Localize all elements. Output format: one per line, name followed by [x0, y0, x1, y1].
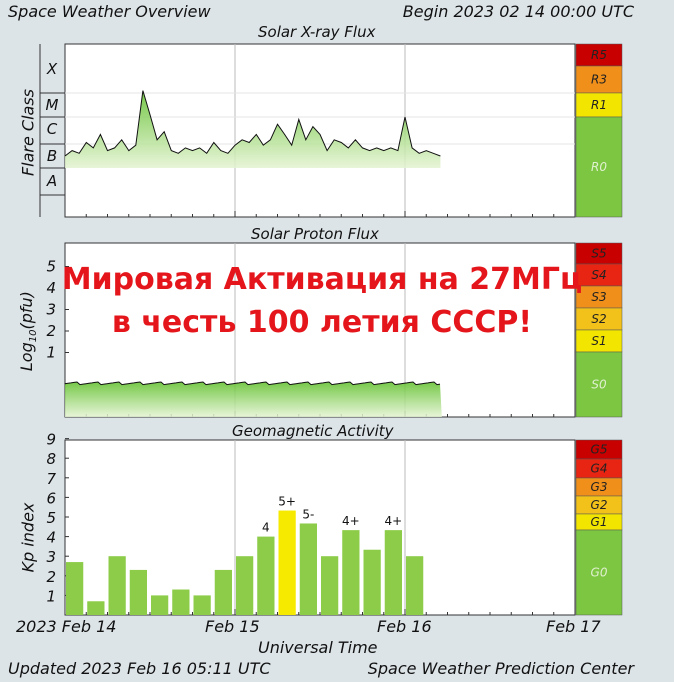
xray-scale-label-r0: R0 [591, 160, 607, 174]
overlay-line-2: в честь 100 летия СССР! [111, 305, 533, 340]
proton-scale-s0 [575, 351, 623, 418]
proton-y-tick-5: 5 [46, 258, 56, 276]
updated-time: Updated 2023 Feb 16 05:11 UTC [8, 659, 271, 678]
kp-bar-label-9: 4 [262, 521, 270, 535]
xray-y-tick-x: X [46, 60, 58, 78]
kp-y-tick-7: 7 [46, 470, 56, 488]
proton-flux-line [64, 381, 441, 386]
kp-y-tick-8: 8 [46, 450, 56, 468]
kp-bar-6 [193, 595, 211, 615]
xray-panel-title: Solar X-ray Flux [258, 23, 376, 41]
xray-scale-label-r3: R3 [591, 73, 607, 87]
kp-bar-4 [151, 595, 169, 615]
geomag-panel-title: Geomagnetic Activity [232, 422, 394, 440]
kp-bar-label-13: 4+ [342, 514, 360, 528]
proton-scale-label-s3: S3 [591, 290, 606, 304]
kp-bar-label-10: 5+ [278, 495, 296, 509]
proton-scale-label-s2: S2 [591, 312, 606, 326]
kp-bar-label-11: 5- [302, 507, 314, 521]
kp-scale-label-g4: G4 [591, 462, 608, 476]
begin-time: Begin 2023 02 14 00:00 UTC [402, 2, 634, 21]
kp-scale-label-g3: G3 [591, 480, 608, 494]
kp-panel [64, 439, 576, 616]
kp-bar-7 [214, 569, 232, 615]
kp-bar-1 [87, 601, 105, 615]
kp-y-tick-4: 4 [46, 529, 56, 547]
kp-bar-9 [257, 536, 275, 615]
x-axis-title: Universal Time [258, 638, 378, 657]
kp-bar-5 [172, 589, 190, 615]
xray-flux-line [64, 90, 441, 157]
proton-scale-label-s4: S4 [591, 268, 606, 282]
date-tick-feb15: Feb 15 [205, 617, 260, 636]
kp-bar-12 [321, 556, 339, 615]
xray-scale-r0 [575, 116, 623, 218]
kp-y-tick-2: 2 [46, 568, 56, 586]
kp-scale-label-g5: G5 [591, 443, 608, 457]
kp-scale-g0 [575, 529, 623, 616]
kp-y-tick-6: 6 [46, 489, 56, 507]
xray-scale-label-r5: R5 [591, 48, 607, 62]
proton-flux-area [65, 382, 442, 417]
kp-y-tick-3: 3 [46, 548, 56, 566]
date-tick-feb16: Feb 16 [377, 617, 432, 636]
proton-y-tick-4: 4 [46, 279, 56, 297]
date-tick-feb14: 2023 Feb 14 [16, 617, 117, 636]
swpc-credit: Space Weather Prediction Center [367, 659, 634, 678]
proton-scale-label-s5: S5 [591, 247, 606, 261]
kp-scale-label-g0: G0 [591, 566, 608, 580]
kp-bar-10 [278, 510, 296, 615]
xray-scale-r3 [575, 65, 623, 94]
proton-y-tick-3: 3 [46, 301, 56, 319]
kp-y-tick-9: 9 [46, 431, 56, 449]
kp-bar-2 [108, 556, 126, 615]
proton-scale-label-s0: S0 [591, 378, 607, 392]
kp-bar-14 [363, 549, 381, 615]
proton-y-tick-1: 1 [46, 344, 56, 362]
kp-scale-label-g1: G1 [591, 515, 608, 529]
xray-y-tick-a: A [46, 172, 57, 190]
kp-bar-label-15: 4+ [385, 514, 403, 528]
kp-bar-8 [236, 556, 254, 615]
kp-bar-15 [384, 530, 402, 615]
kp-bar-3 [129, 569, 147, 615]
kp-y-tick-1: 1 [46, 587, 56, 605]
xray-y-tick-c: C [47, 120, 58, 138]
kp-bar-0 [66, 562, 84, 615]
xray-scale-label-r1: R1 [591, 98, 607, 112]
kp-bar-16 [406, 556, 424, 615]
xray-flux-area [65, 90, 441, 168]
xray-y-tick-m: M [46, 96, 59, 114]
overview-title: Space Weather Overview [8, 2, 211, 21]
overlay-line-1: Мировая Активация на 27МГц [61, 262, 583, 297]
proton-y-tick-2: 2 [46, 322, 56, 340]
kp-scale-label-g2: G2 [591, 498, 608, 512]
kp-bar-11 [299, 523, 317, 615]
kp-bar-13 [342, 530, 360, 615]
xray-y-tick-b: B [47, 147, 57, 165]
kp-y-tick-5: 5 [46, 509, 56, 527]
date-tick-feb17: Feb 17 [546, 617, 601, 636]
xray-scale-r1 [575, 92, 623, 118]
proton-scale-label-s1: S1 [591, 334, 606, 348]
proton-panel-title: Solar Proton Flux [251, 225, 379, 243]
